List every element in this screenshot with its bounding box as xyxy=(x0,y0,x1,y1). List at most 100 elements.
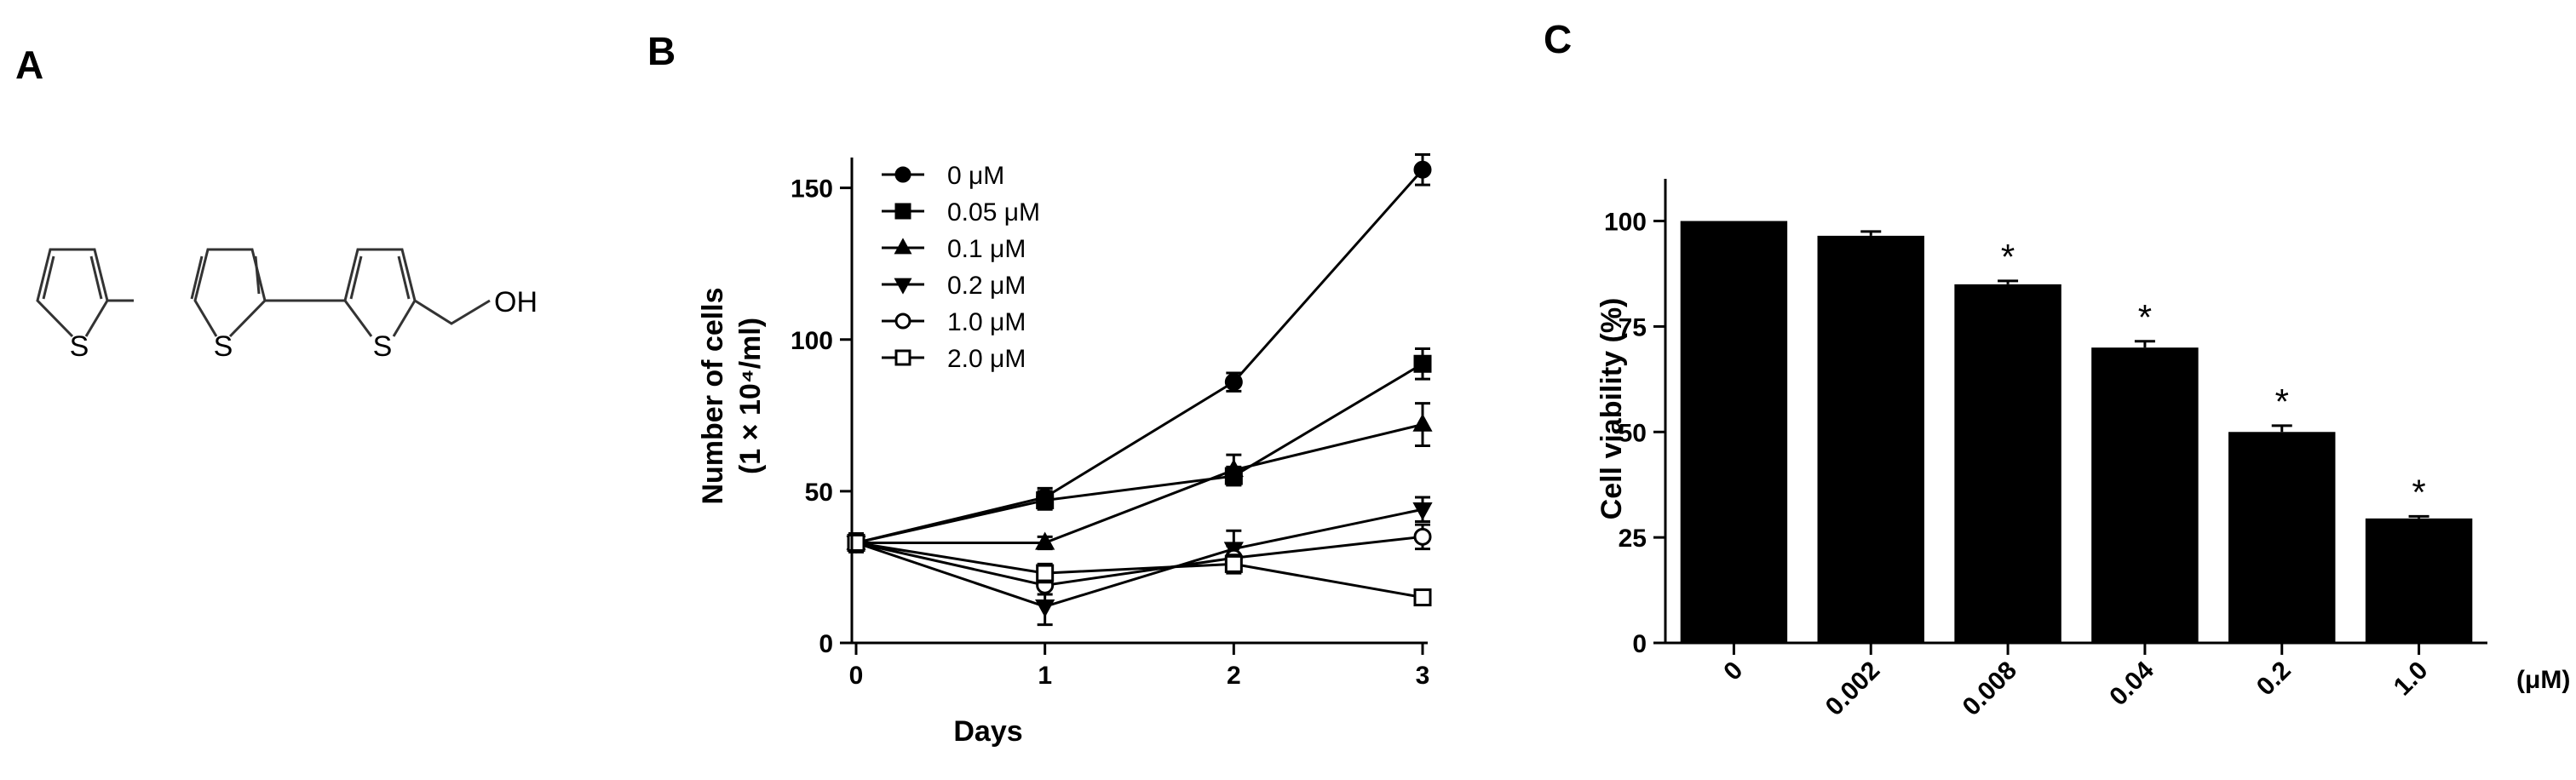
y-tick-label: 100 xyxy=(1604,209,1647,237)
bar xyxy=(1954,284,2061,643)
x-tick-label: 1 xyxy=(1038,662,1052,690)
significance-star: * xyxy=(2412,472,2425,512)
data-point xyxy=(1413,354,1432,373)
legend-entry-2: 0.1 μM xyxy=(882,235,1026,263)
significance-star: * xyxy=(2001,237,2015,277)
x-tick-label: 2 xyxy=(1227,662,1241,690)
thiophene-ring-3 xyxy=(343,248,417,337)
bar-group-0 xyxy=(1680,221,1788,643)
series-2 xyxy=(846,402,1433,553)
y-tick-label: 50 xyxy=(1619,419,1647,447)
legend-label: 1.0 μM xyxy=(947,308,1026,336)
thiophene-ring-2 xyxy=(190,248,267,338)
x-axis-label: Days xyxy=(953,715,1022,748)
x-tick-label: 0 xyxy=(849,662,864,690)
series-line xyxy=(856,423,1423,544)
data-point-shape xyxy=(1412,502,1433,521)
data-point-shape xyxy=(1413,160,1432,179)
data-point-shape xyxy=(1224,373,1243,392)
sulfur-atom-2: S xyxy=(214,330,233,363)
ch2oh-chain xyxy=(414,299,491,325)
growth-line-chart: 0 50 100 150 0 1 2 3 0 μM 0.05 μM 0.1 μM 0.2 μM 1.0… xyxy=(697,152,1433,748)
data-point-shape xyxy=(1036,491,1055,510)
data-point xyxy=(1224,373,1243,392)
y-tick-label: 25 xyxy=(1619,525,1647,553)
bar xyxy=(2365,518,2473,643)
panel-letter-b: B xyxy=(647,29,676,73)
legend-marker xyxy=(894,349,911,366)
series-line xyxy=(855,169,1424,544)
legend-entry-4: 1.0 μM xyxy=(882,308,1026,336)
data-point-shape xyxy=(1224,554,1243,573)
legend-entry-0: 0 μM xyxy=(882,162,1004,190)
x-tick-label: 3 xyxy=(1416,662,1430,690)
data-point xyxy=(1224,554,1243,573)
x-tick-label: 0.008 xyxy=(1958,657,2022,721)
data-point xyxy=(1413,588,1432,607)
legend-entry-3: 0.2 μM xyxy=(882,272,1026,300)
legend-marker xyxy=(894,166,911,183)
data-point-shape xyxy=(1413,527,1432,546)
bar xyxy=(2228,432,2336,643)
data-point-shape xyxy=(1036,564,1055,582)
sulfur-atom-3: S xyxy=(373,330,393,363)
legend-marker xyxy=(894,278,912,295)
series-0 xyxy=(847,152,1432,553)
chemical-structure xyxy=(36,248,491,338)
series-5 xyxy=(847,532,1432,607)
y-tick-label: 150 xyxy=(791,175,833,204)
bar xyxy=(1680,221,1788,643)
y-tick-label: 100 xyxy=(791,327,833,355)
x-tick-label: 0.2 xyxy=(2251,657,2297,702)
legend-label: 2.0 μM xyxy=(947,345,1026,373)
x-axis-unit: (μM) xyxy=(2516,666,2570,694)
bar xyxy=(2091,347,2199,643)
bar-group-5: * xyxy=(2365,472,2473,643)
data-point xyxy=(1413,160,1432,179)
x-tick-label: 0.002 xyxy=(1820,657,1885,721)
legend-marker xyxy=(894,313,911,330)
series-group xyxy=(846,152,1433,627)
bar xyxy=(1817,235,1924,643)
legend-label: 0.2 μM xyxy=(947,272,1026,300)
y-axis-label-line1: Number of cells xyxy=(697,287,729,504)
legend-marker-shape xyxy=(894,203,911,220)
y-axis-label: Cell viability (%) xyxy=(1596,298,1628,520)
panel-letter-a: A xyxy=(15,43,43,87)
series-line xyxy=(855,535,1423,587)
significance-star: * xyxy=(2275,381,2289,422)
thiophene-ring-1 xyxy=(36,248,109,338)
y-tick-label: 0 xyxy=(1632,630,1647,658)
data-point xyxy=(1035,531,1055,550)
data-point-shape xyxy=(1035,531,1055,550)
data-point xyxy=(1036,564,1055,582)
sulfur-atom-1: S xyxy=(70,330,89,363)
bar-group-2: * xyxy=(1954,237,2061,643)
hydroxyl-group: OH xyxy=(494,286,538,318)
legend-marker-shape xyxy=(894,166,911,183)
x-tick-label: 1.0 xyxy=(2389,657,2434,702)
y-tick-label: 75 xyxy=(1619,313,1647,341)
data-point xyxy=(1412,413,1433,432)
y-axis-label-line2: (1 × 10⁴/ml) xyxy=(734,318,767,474)
data-point-shape xyxy=(1413,354,1432,373)
data-point-shape xyxy=(1035,599,1055,618)
legend-label: 0 μM xyxy=(947,162,1004,190)
y-tick-label: 50 xyxy=(805,479,833,507)
x-tick-label: 0 xyxy=(1718,657,1748,686)
data-point xyxy=(1036,491,1055,510)
bars-group: * * * * xyxy=(1680,221,2473,643)
data-point xyxy=(1035,599,1055,618)
legend-label: 0.05 μM xyxy=(947,198,1040,227)
legend: 0 μM 0.05 μM 0.1 μM 0.2 μM 1.0 μM 2.0 μM xyxy=(882,162,1040,373)
data-point xyxy=(1412,502,1433,521)
legend-marker-shape xyxy=(894,238,912,255)
bar-group-3: * xyxy=(2091,297,2199,643)
data-point-shape xyxy=(1413,588,1432,607)
legend-marker xyxy=(894,238,912,255)
legend-label: 0.1 μM xyxy=(947,235,1026,263)
x-tick-label: 0.04 xyxy=(2104,656,2159,711)
series-line xyxy=(855,541,1423,599)
legend-entry-5: 2.0 μM xyxy=(882,345,1026,373)
